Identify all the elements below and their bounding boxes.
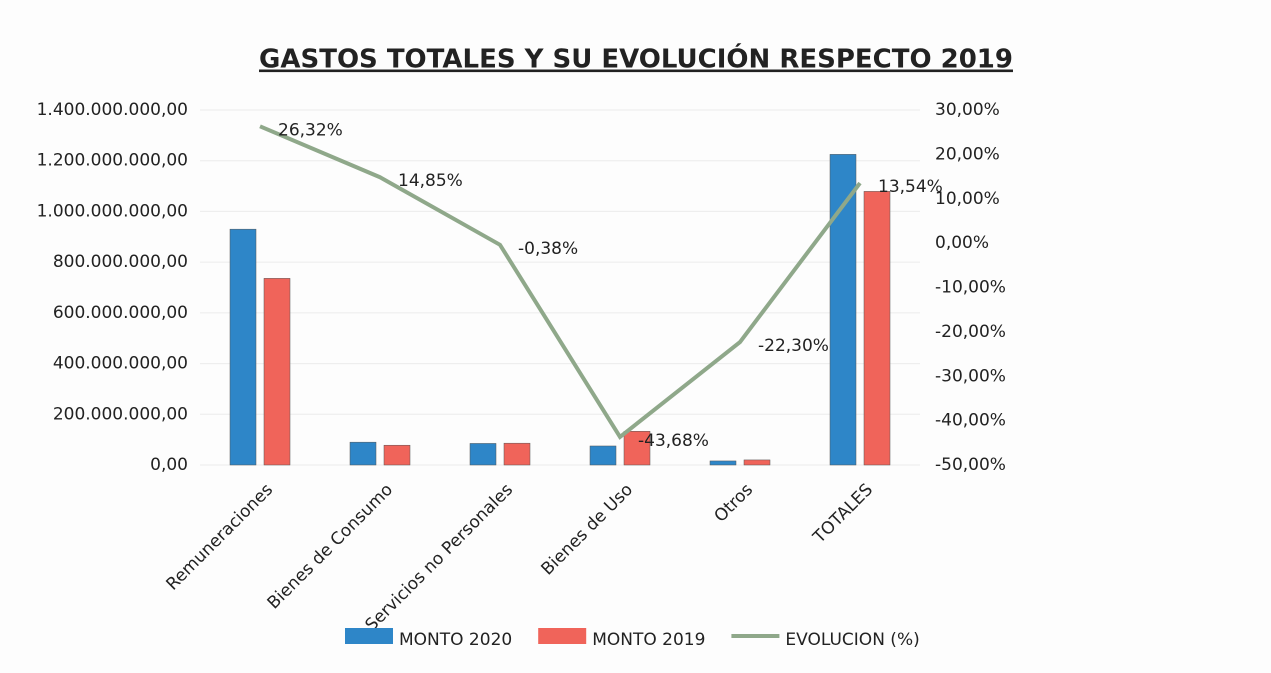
x-tick-label: Bienes de Consumo <box>264 480 397 613</box>
y2-tick-label: 20,00% <box>935 144 1000 164</box>
data-label: -22,30% <box>758 336 829 356</box>
y-tick-label: 400.000.000,00 <box>53 354 188 374</box>
y2-tick-label: -20,00% <box>935 322 1006 342</box>
legend-swatch <box>538 628 587 644</box>
bar <box>829 154 857 466</box>
data-label: 13,54% <box>878 177 943 197</box>
bar <box>383 444 411 466</box>
bar <box>863 191 891 466</box>
bar <box>263 278 291 466</box>
bar <box>349 441 377 466</box>
y-tick-label: 1.200.000.000,00 <box>37 151 188 171</box>
legend-label: EVOLUCION (%) <box>785 630 919 650</box>
line <box>259 124 862 440</box>
data-label: -0,38% <box>518 239 578 259</box>
bar <box>589 445 617 466</box>
y2-tick-label: -10,00% <box>935 278 1006 298</box>
bar <box>743 459 771 466</box>
data-label: 14,85% <box>398 171 463 191</box>
y-tick-label: 600.000.000,00 <box>53 303 188 323</box>
legend-swatch <box>345 628 393 644</box>
bar <box>623 431 651 466</box>
legend-label: MONTO 2019 <box>592 630 705 650</box>
x-tick-label: Bienes de Uso <box>538 480 637 579</box>
x-tick-label: TOTALES <box>809 480 877 548</box>
y-tick-label: 200.000.000,00 <box>53 404 188 424</box>
y-tick-label: 1.400.000.000,00 <box>37 100 188 120</box>
data-label: -43,68% <box>638 431 709 451</box>
y2-tick-label: -40,00% <box>935 411 1006 431</box>
y2-tick-label: 30,00% <box>935 100 1000 120</box>
y-tick-label: 0,00 <box>150 455 188 475</box>
bar <box>229 228 257 466</box>
y-tick-label: 800.000.000,00 <box>53 252 188 272</box>
bar <box>469 443 497 466</box>
bar <box>503 442 531 466</box>
x-tick-label: Remuneraciones <box>162 480 277 595</box>
data-label: 26,32% <box>278 120 343 140</box>
x-tick-label: Otros <box>710 480 757 527</box>
y2-tick-label: 10,00% <box>935 189 1000 209</box>
legend-label: MONTO 2020 <box>399 630 512 650</box>
bar <box>709 460 737 466</box>
y2-tick-label: -30,00% <box>935 366 1006 386</box>
chart-title: GASTOS TOTALES Y SU EVOLUCIÓN RESPECTO 2… <box>259 43 1013 75</box>
y2-tick-label: -50,00% <box>935 455 1006 475</box>
y-tick-label: 1.000.000.000,00 <box>37 201 188 221</box>
y2-tick-label: 0,00% <box>935 233 989 253</box>
